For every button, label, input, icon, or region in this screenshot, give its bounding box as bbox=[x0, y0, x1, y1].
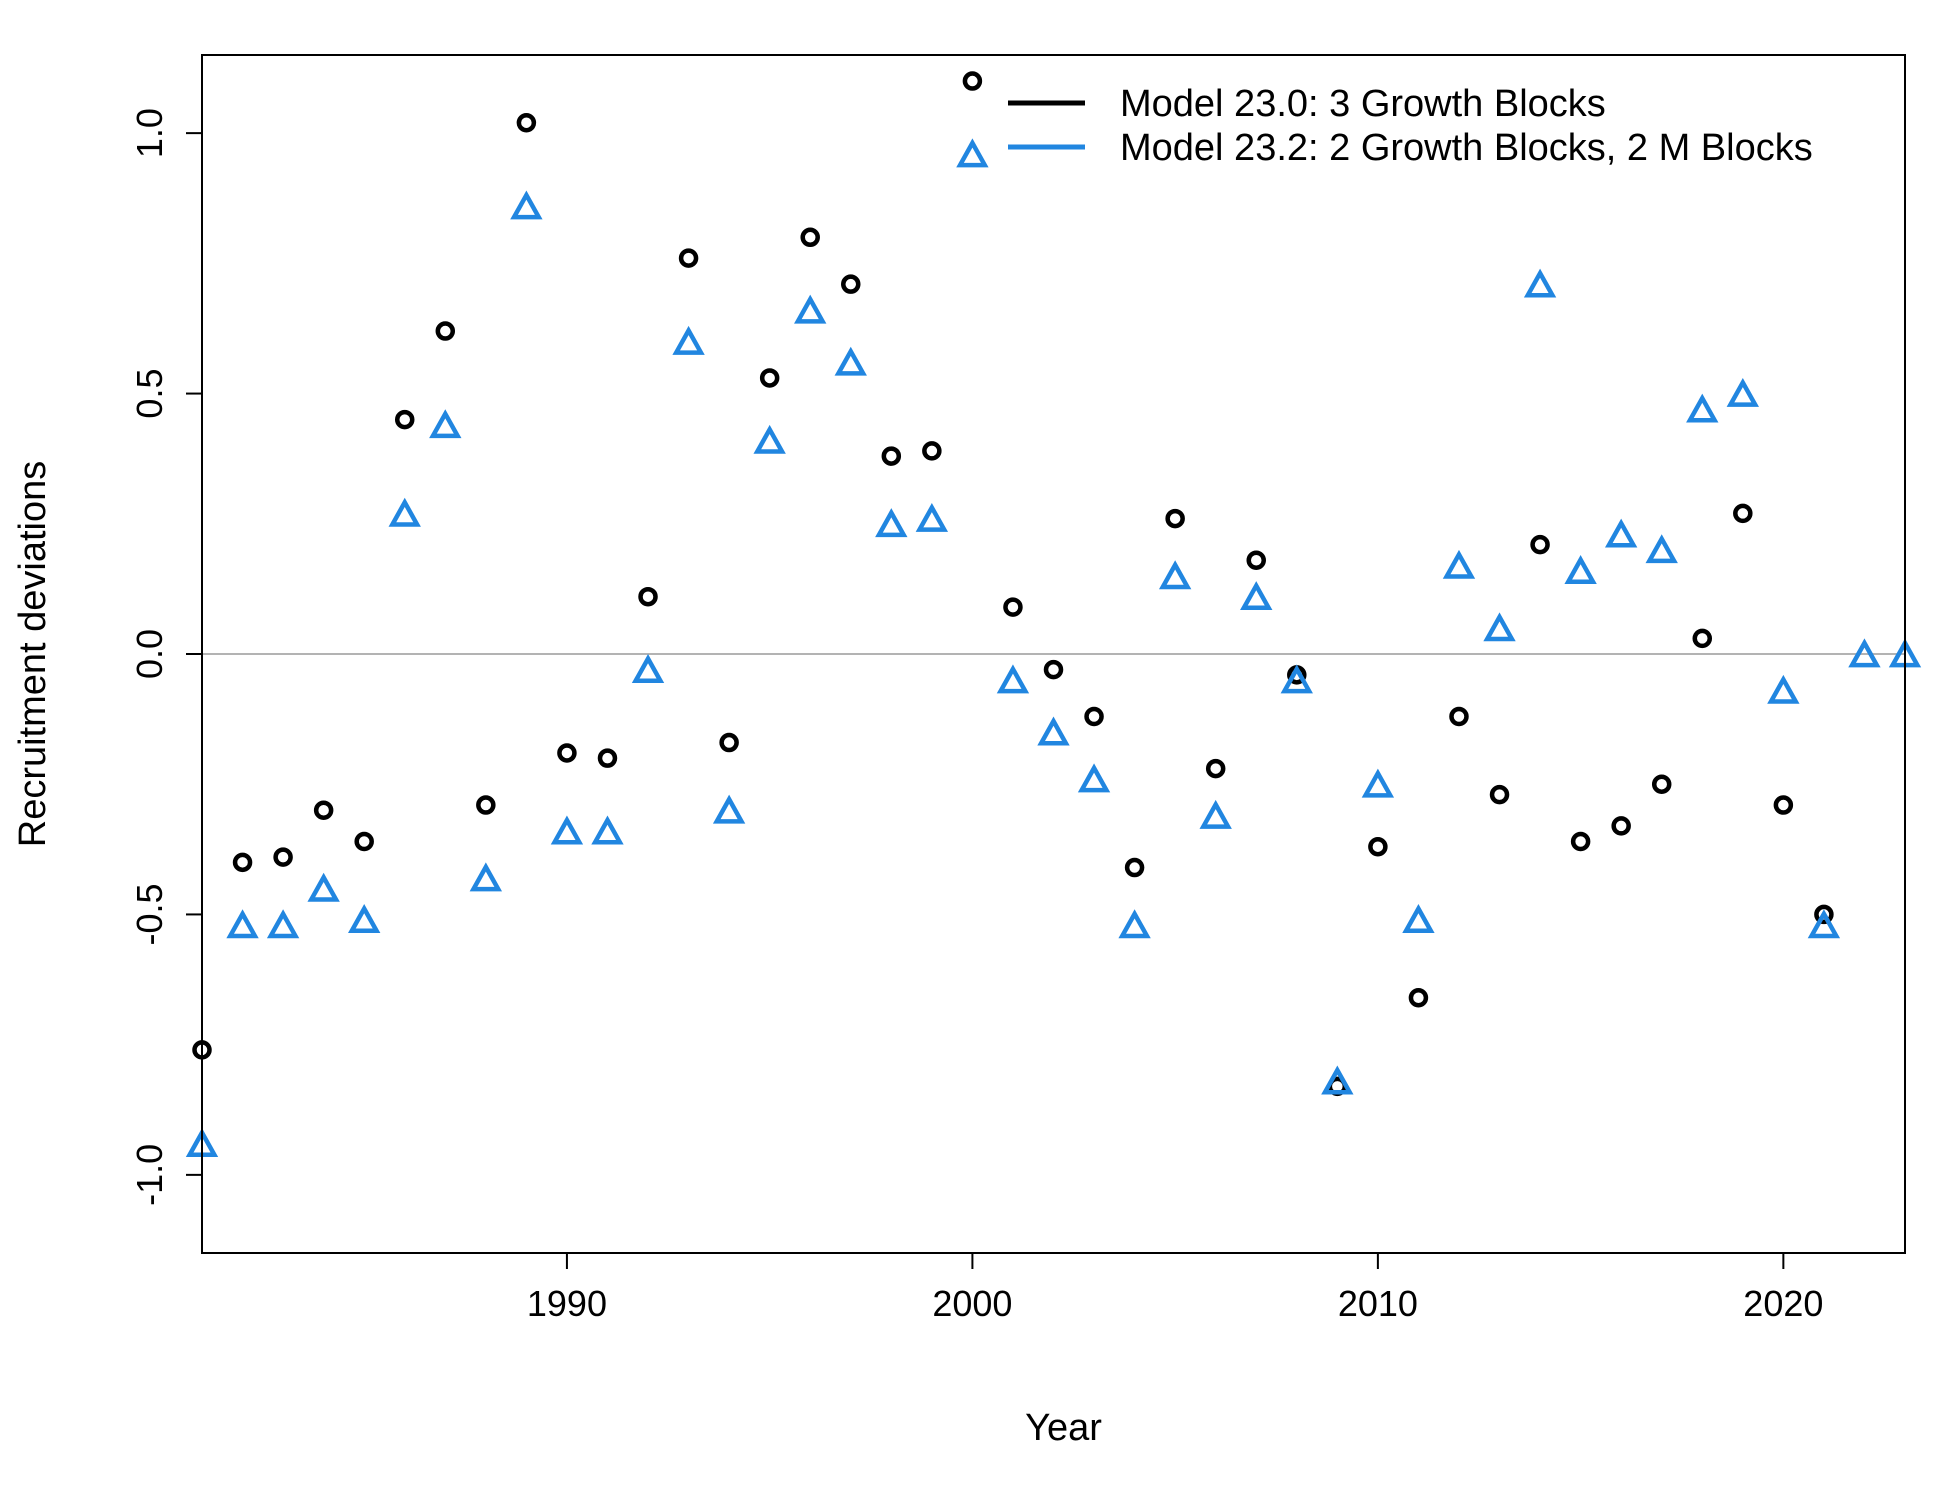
point-model-23-2 bbox=[1240, 581, 1273, 611]
point-model-23-2 bbox=[591, 815, 624, 845]
point-model-23-2 bbox=[915, 502, 949, 532]
point-model-23-0 bbox=[1611, 816, 1631, 836]
point-model-23-0 bbox=[638, 586, 658, 607]
point-model-23-2 bbox=[510, 190, 543, 220]
point-model-23-2 bbox=[996, 664, 1030, 694]
y-tick-label: -0.5 bbox=[129, 883, 170, 945]
point-model-23-2 bbox=[1807, 909, 1841, 939]
point-model-23-0 bbox=[1530, 534, 1550, 555]
point-model-23-2 bbox=[1442, 549, 1476, 579]
point-model-23-0 bbox=[1651, 774, 1672, 794]
point-model-23-0 bbox=[1043, 659, 1064, 680]
point-model-23-0 bbox=[1124, 857, 1145, 878]
point-model-23-2 bbox=[348, 904, 381, 933]
point-model-23-0 bbox=[1084, 706, 1104, 727]
point-model-23-0 bbox=[1814, 904, 1834, 925]
point-model-23-0 bbox=[273, 847, 293, 867]
point-model-23-0 bbox=[1205, 758, 1226, 779]
point-model-23-2 bbox=[1604, 518, 1638, 548]
point-model-23-0 bbox=[678, 248, 699, 268]
point-model-23-2 bbox=[794, 294, 827, 324]
x-tick-label: 2000 bbox=[932, 1283, 1012, 1324]
point-model-23-0 bbox=[1489, 784, 1510, 805]
point-model-23-2 bbox=[429, 409, 462, 439]
y-tick-label: 0.5 bbox=[129, 369, 170, 419]
point-model-23-0 bbox=[1246, 550, 1266, 570]
point-model-23-0 bbox=[394, 409, 415, 430]
point-model-23-2 bbox=[1523, 268, 1557, 298]
x-axis: 1990 2000 2010 2020 bbox=[527, 1253, 1823, 1324]
point-model-23-2 bbox=[672, 325, 705, 355]
y-tick-label: -1.0 bbox=[129, 1144, 170, 1206]
point-model-23-2 bbox=[1564, 555, 1597, 585]
point-model-23-0 bbox=[1368, 836, 1388, 857]
point-model-23-0 bbox=[800, 227, 820, 248]
point-model-23-2 bbox=[875, 508, 908, 538]
legend-label: Model 23.2: 2 Growth Blocks, 2 M Blocks bbox=[1120, 127, 1813, 169]
point-model-23-0 bbox=[759, 368, 780, 388]
point-model-23-0 bbox=[1570, 831, 1591, 852]
point-model-23-0 bbox=[1692, 628, 1713, 649]
y-axis-title: Recruitment deviations bbox=[12, 461, 54, 848]
point-model-23-2 bbox=[1037, 716, 1070, 746]
legend-label: Model 23.0: 3 Growth Blocks bbox=[1120, 83, 1606, 125]
point-model-23-0 bbox=[1449, 706, 1469, 727]
point-model-23-0 bbox=[557, 743, 577, 763]
data-points bbox=[185, 71, 1922, 1157]
point-model-23-0 bbox=[232, 852, 253, 873]
point-model-23-0 bbox=[516, 112, 537, 133]
y-axis: -1.0 -0.5 0.0 0.5 1.0 bbox=[129, 108, 202, 1206]
point-model-23-2 bbox=[1118, 909, 1151, 939]
x-tick-label: 2020 bbox=[1743, 1283, 1823, 1324]
point-model-23-2 bbox=[1199, 799, 1232, 829]
point-model-23-0 bbox=[313, 800, 334, 821]
x-tick-label: 2010 bbox=[1338, 1283, 1418, 1324]
point-model-23-0 bbox=[962, 71, 983, 91]
point-model-23-2 bbox=[1726, 377, 1759, 407]
point-model-23-0 bbox=[1408, 988, 1429, 1008]
point-model-23-2 bbox=[753, 424, 786, 454]
point-model-23-0 bbox=[1165, 508, 1185, 529]
point-model-23-2 bbox=[550, 815, 584, 845]
point-model-23-2 bbox=[1158, 560, 1192, 590]
point-model-23-2 bbox=[388, 497, 421, 527]
point-model-23-2 bbox=[307, 872, 340, 902]
point-model-23-2 bbox=[226, 909, 259, 939]
point-model-23-2 bbox=[712, 794, 746, 824]
point-model-23-2 bbox=[1848, 638, 1881, 668]
point-model-23-0 bbox=[922, 441, 942, 461]
point-model-23-0 bbox=[597, 748, 618, 768]
point-model-23-2 bbox=[1767, 674, 1800, 704]
point-model-23-0 bbox=[1773, 795, 1794, 815]
y-tick-label: 1.0 bbox=[129, 108, 170, 158]
point-model-23-2 bbox=[834, 346, 867, 376]
point-model-23-2 bbox=[1483, 612, 1516, 642]
point-model-23-0 bbox=[881, 446, 902, 466]
point-model-23-2 bbox=[266, 909, 300, 939]
point-model-23-2 bbox=[469, 862, 503, 892]
x-axis-title: Year bbox=[1025, 1407, 1102, 1449]
point-model-23-2 bbox=[1077, 763, 1111, 793]
y-tick-label: 0.0 bbox=[129, 629, 170, 679]
point-model-23-0 bbox=[354, 831, 374, 852]
point-model-23-0 bbox=[1003, 597, 1023, 617]
point-model-23-0 bbox=[719, 732, 739, 753]
point-model-23-0 bbox=[476, 795, 496, 815]
point-model-23-2 bbox=[1321, 1065, 1354, 1095]
point-model-23-0 bbox=[1733, 503, 1753, 524]
point-model-23-2 bbox=[1645, 534, 1678, 564]
point-model-23-2 bbox=[1361, 768, 1395, 798]
x-tick-label: 1990 bbox=[527, 1283, 607, 1324]
point-model-23-2 bbox=[1402, 904, 1435, 933]
point-model-23-2 bbox=[1686, 393, 1719, 423]
point-model-23-2 bbox=[956, 138, 989, 168]
point-model-23-0 bbox=[435, 321, 456, 341]
point-model-23-2 bbox=[631, 654, 665, 683]
point-model-23-0 bbox=[841, 274, 861, 294]
point-model-23-2 bbox=[1280, 664, 1313, 694]
